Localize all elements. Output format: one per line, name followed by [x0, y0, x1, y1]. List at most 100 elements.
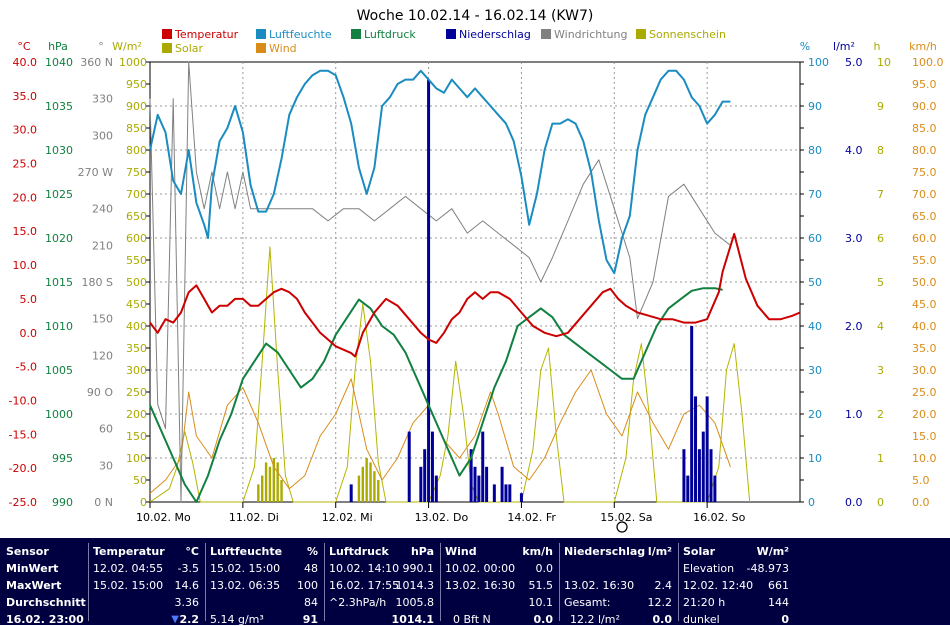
hum-avg-value: 84: [304, 596, 318, 609]
legend-label: Luftdruck: [364, 28, 416, 41]
x-axis-labels: 10.02. Mo 11.02. Di 12.02. Mi 13.02. Do 14.0…: [136, 502, 746, 524]
wind-tick-label: 0.0: [912, 496, 930, 509]
row-avg-label: Durchschnitt: [6, 596, 86, 609]
pressure-tick-label: 1000: [45, 408, 73, 421]
sunshine-tick-label: 8: [877, 144, 884, 157]
col-sensor: Sensor MinWert MaxWert Durchschnitt 16.0…: [6, 543, 86, 626]
chart-title: Woche 10.02.14 - 16.02.14 (KW7): [357, 8, 594, 24]
temp-tick-label: -25.0: [9, 496, 37, 509]
hum-current-value: 91: [302, 613, 318, 626]
press-max-value: 1014.3: [395, 579, 435, 592]
divider: [324, 543, 325, 621]
pressure-tick-label: 1030: [45, 144, 73, 157]
wind-tick-label: 35.0: [912, 342, 937, 355]
solar-tick-label: 600: [126, 232, 147, 245]
rain-bar: [349, 484, 353, 502]
temp-current-value: 2.2: [179, 613, 200, 626]
x-tick-label: 14.02. Fr: [507, 511, 556, 524]
wind-tick-label: 30.0: [912, 364, 937, 377]
wind-tick-label: 65.0: [912, 210, 937, 223]
temp-tick-label: -15.0: [9, 428, 37, 441]
solar-tick-label: 700: [126, 188, 147, 201]
direction-tick-label: 240: [92, 203, 113, 216]
rain-unit-label: l/m²: [833, 40, 855, 53]
rain-bar: [469, 449, 473, 502]
pressure-tick-label: 1040: [45, 56, 73, 69]
legend-swatch: [162, 43, 172, 53]
humidity-unit-label: %: [800, 40, 810, 53]
x-tick-label: 15.02. Sa: [600, 511, 652, 524]
humidity-tick-label: 100: [808, 56, 829, 69]
press-min-value: 990.1: [402, 562, 435, 575]
sunshine-unit-label: h: [874, 40, 881, 53]
axis-units: °C hPa ° W/m²% l/m² h km/h: [17, 40, 937, 53]
sunshine-bar: [272, 458, 276, 502]
temp-tick-label: 5.0: [20, 293, 38, 306]
x-tick-label: 10.02. Mo: [136, 511, 191, 524]
solar-tick-label: 650: [126, 210, 147, 223]
direction-tick-label: 120: [92, 349, 113, 362]
wind-min-value: 0.0: [535, 562, 554, 575]
rain-current-label: 12.2 l/m²: [570, 613, 620, 626]
pressure-line: [149, 287, 723, 503]
sunshine-bar: [373, 471, 376, 502]
scroll-handle-icon[interactable]: [616, 521, 628, 533]
col-temperature: Temperatur °C 12.02. 04:55 -3.5 15.02. 1…: [93, 543, 201, 626]
temperature-line: [149, 232, 801, 358]
temp-unit-label: °C: [17, 40, 31, 53]
wind-tick-label: 80.0: [912, 144, 937, 157]
solar-elevation-value: -48.973: [746, 562, 789, 575]
temp-tick-label: -20.0: [9, 462, 37, 475]
rain-bar: [481, 431, 485, 502]
sunshine-bar: [369, 462, 372, 502]
sunshine-bar: [365, 458, 368, 502]
rain-bar: [485, 466, 489, 502]
sunshine-tick-label: 1: [877, 452, 884, 465]
humidity-tick-label: 40: [808, 320, 822, 333]
sunshine-duration-value: 144: [768, 596, 789, 609]
solar-tick-label: 1000: [119, 56, 147, 69]
wind-tick-label: 100.0: [912, 56, 944, 69]
temp-tick-label: -10.0: [9, 394, 37, 407]
solar-unit-label: W/m²: [112, 40, 142, 53]
rain-tick-label: 1.0: [845, 408, 863, 421]
statistics-panel: Sensor MinWert MaxWert Durchschnitt 16.0…: [0, 538, 950, 626]
solar-tick-label: 850: [126, 122, 147, 135]
rain-bar: [434, 475, 438, 502]
rain-current-value: 0.0: [652, 613, 673, 626]
legend-label: Sonnenschein: [649, 28, 726, 41]
rain-bar: [500, 466, 504, 502]
axes: 40.035.030.025.020.015.010.05.00.0-5.0-1…: [9, 56, 944, 509]
x-tick-label: 13.02. Do: [415, 511, 469, 524]
temp-tick-label: 15.0: [13, 225, 38, 238]
humidity-tick-label: 0: [808, 496, 815, 509]
header-solar: Solar: [683, 545, 716, 558]
pressure-tick-label: 1020: [45, 232, 73, 245]
solar-tick-label: 500: [126, 276, 147, 289]
rain-bar: [713, 475, 717, 502]
sunshine-tick-label: 4: [877, 320, 884, 333]
hum-min-time: 15.02. 15:00: [210, 562, 281, 575]
row-max-label: MaxWert: [6, 579, 62, 592]
rain-bar: [407, 431, 411, 502]
solar-state: dunkel: [683, 613, 720, 626]
sunshine-tick-label: 6: [877, 232, 884, 245]
sunshine-duration-label: 21:20 h: [683, 596, 726, 609]
col-pressure: Luftdruck hPa 10.02. 14:10 990.1 16.02. …: [329, 543, 436, 626]
rain-bar: [709, 449, 713, 502]
temp-min-time: 12.02. 04:55: [93, 562, 164, 575]
direction-tick-label: 210: [92, 239, 113, 252]
series: [149, 61, 801, 503]
divider: [440, 543, 441, 621]
header-temperature: Temperatur: [93, 545, 165, 558]
rain-max-value: 2.4: [654, 579, 673, 592]
rain-tick-label: 0.0: [845, 496, 863, 509]
solar-tick-label: 800: [126, 144, 147, 157]
row-min-label: MinWert: [6, 562, 59, 575]
wind-tick-label: 20.0: [912, 408, 937, 421]
sunshine-tick-label: 9: [877, 100, 884, 113]
legend-label: Temperatur: [174, 28, 239, 41]
wind-tick-label: 50.0: [912, 276, 937, 289]
rain-bar: [686, 475, 690, 502]
